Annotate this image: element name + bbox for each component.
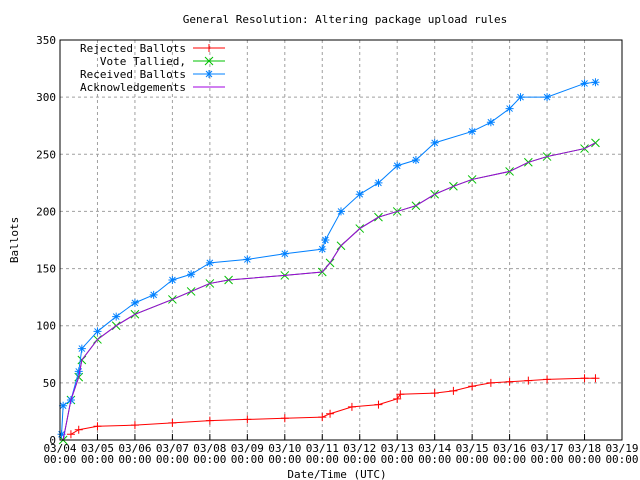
data-point	[374, 178, 383, 187]
y-axis-label: Ballots	[8, 217, 21, 263]
series-rejected-ballots	[66, 374, 600, 439]
data-point	[524, 376, 533, 385]
x-axis-label: Date/Time (UTC)	[287, 468, 386, 480]
data-point	[205, 70, 213, 78]
data-point	[187, 270, 196, 279]
series-received-ballots	[57, 78, 600, 439]
x-tick-label: 03/08 00:00	[193, 442, 226, 466]
data-point	[393, 394, 402, 403]
x-tick-label: 03/04 00:00	[43, 442, 76, 466]
legend-label: Received Ballots	[80, 68, 186, 81]
series-vote-tallied	[58, 138, 600, 445]
series-acknowledgements	[62, 142, 596, 441]
y-tick-label: 150	[36, 263, 56, 276]
legend-label: Rejected Ballots	[80, 42, 186, 55]
x-tick-label: 03/12 00:00	[343, 442, 376, 466]
data-point	[168, 418, 177, 427]
data-point	[168, 276, 177, 284]
x-tick-label: 03/15 00:00	[456, 442, 489, 466]
y-tick-label: 100	[36, 320, 56, 333]
y-tick-label: 300	[36, 91, 56, 104]
data-point	[505, 104, 514, 113]
data-point	[321, 236, 330, 244]
data-point	[93, 422, 102, 431]
y-tick-label: 350	[36, 34, 56, 47]
data-point	[516, 93, 525, 102]
x-tick-label: 03/18 00:00	[568, 442, 601, 466]
series-group	[57, 78, 600, 445]
data-point	[57, 430, 66, 439]
x-tick-label: 03/16 00:00	[493, 442, 526, 466]
data-point	[243, 255, 252, 264]
y-tick-label: 50	[43, 377, 56, 390]
data-point	[505, 377, 514, 386]
legend-label: Vote Tallied,	[100, 55, 186, 68]
data-point	[468, 127, 477, 136]
data-point	[468, 382, 477, 391]
x-tick-label: 03/06 00:00	[118, 442, 151, 466]
data-point	[374, 400, 383, 409]
data-point	[326, 409, 335, 418]
data-point	[543, 93, 552, 102]
data-point	[591, 78, 600, 87]
x-tick-label: 03/09 00:00	[231, 442, 264, 466]
data-point	[543, 375, 552, 384]
data-point	[280, 249, 289, 258]
x-tick-label: 03/10 00:00	[268, 442, 301, 466]
x-tick-label: 03/19 00:00	[605, 442, 638, 466]
data-point	[66, 430, 75, 439]
series-line	[62, 142, 596, 441]
data-point	[204, 56, 214, 66]
data-point	[205, 44, 213, 52]
data-point	[318, 245, 327, 254]
y-tick-label: 250	[36, 148, 56, 161]
x-tick-label: 03/07 00:00	[156, 442, 189, 466]
x-tick-label: 03/17 00:00	[531, 442, 564, 466]
data-point	[486, 118, 495, 127]
data-point	[393, 161, 402, 170]
data-point	[149, 290, 158, 299]
y-tick-label: 0	[49, 434, 56, 447]
data-point	[347, 402, 356, 411]
series-line	[70, 377, 596, 435]
x-tick-label: 03/11 00:00	[306, 442, 339, 466]
plot-frame	[59, 39, 623, 441]
chart-title: General Resolution: Altering package upl…	[183, 13, 508, 26]
data-point	[243, 415, 252, 424]
data-point	[205, 258, 214, 267]
data-point	[59, 401, 68, 410]
data-point	[280, 414, 289, 423]
x-tick-label: 03/14 00:00	[418, 442, 451, 466]
data-point	[591, 374, 600, 383]
data-point	[74, 425, 83, 434]
y-tick-label: 200	[36, 205, 56, 218]
grid	[60, 40, 622, 440]
data-point	[411, 156, 420, 164]
data-point	[449, 386, 458, 395]
data-point	[396, 390, 405, 399]
data-point	[430, 389, 439, 398]
data-point	[318, 413, 327, 422]
data-point	[130, 421, 139, 430]
x-tick-label: 03/13 00:00	[381, 442, 414, 466]
data-point	[77, 344, 86, 353]
series-line	[62, 142, 596, 441]
data-point	[337, 207, 345, 216]
data-point	[205, 416, 214, 425]
data-point	[355, 190, 364, 199]
legend-label: Acknowledgements	[80, 81, 186, 94]
data-point	[430, 138, 439, 147]
data-point	[93, 327, 102, 336]
x-tick-label: 03/05 00:00	[81, 442, 114, 466]
data-point	[580, 374, 589, 383]
data-point	[486, 378, 495, 387]
data-point	[74, 367, 83, 376]
data-point	[130, 298, 139, 307]
data-point	[112, 312, 121, 321]
data-point	[580, 79, 589, 88]
